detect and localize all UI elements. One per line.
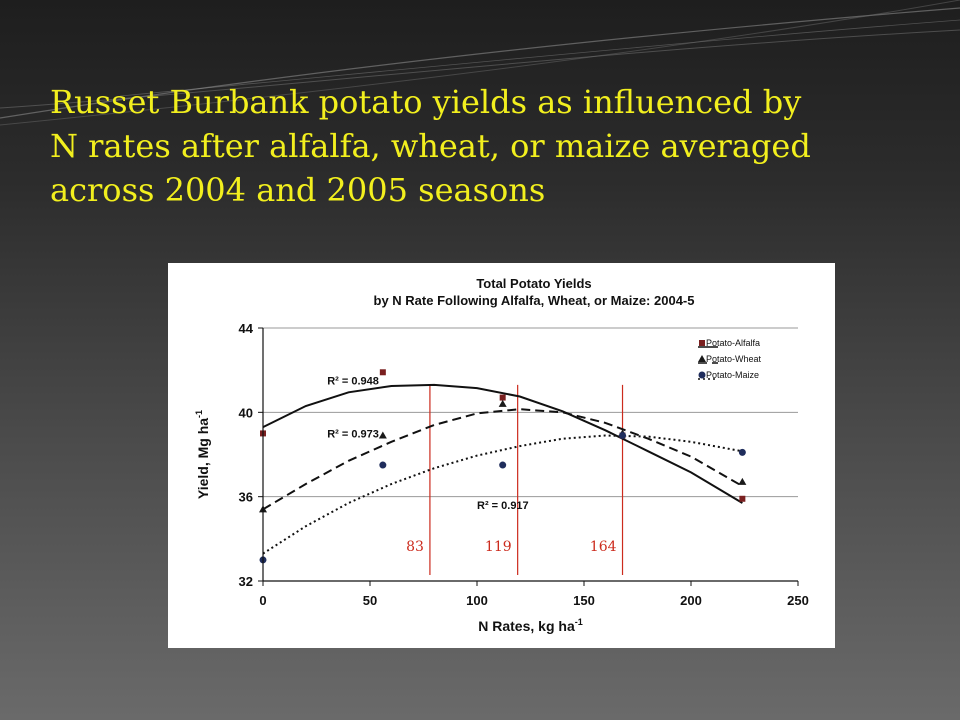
- legend-label: Potato-Wheat: [706, 354, 762, 364]
- x-tick-label: 250: [787, 593, 809, 608]
- y-axis-title: Yield, Mg ha-1: [194, 410, 211, 499]
- r-squared-label: R² = 0.973: [327, 428, 379, 440]
- slide-title-line-1: Russet Burbank potato yields as influenc…: [50, 83, 802, 121]
- y-tick-label: 36: [239, 490, 253, 505]
- data-point: [698, 355, 706, 362]
- x-tick-label: 50: [363, 593, 377, 608]
- chart-panel: Total Potato Yields by N Rate Following …: [168, 263, 835, 648]
- reference-lines: 83 119 164: [406, 384, 624, 575]
- y-tick-label: 32: [239, 574, 253, 589]
- x-tick-label: 100: [466, 593, 488, 608]
- decorative-swoosh: [0, 0, 960, 126]
- data-point: [738, 448, 746, 456]
- chart-title: Total Potato Yields: [476, 276, 591, 291]
- reference-label: 164: [590, 539, 617, 555]
- trend-line: [262, 408, 743, 511]
- data-point: [619, 432, 627, 440]
- data-point: [379, 369, 386, 376]
- trend-line: [262, 434, 743, 555]
- data-point: [499, 461, 507, 469]
- chart-subtitle: by N Rate Following Alfalfa, Wheat, or M…: [374, 293, 695, 308]
- x-tick-label: 200: [680, 593, 702, 608]
- slide-title-line-3: across 2004 and 2005 seasons: [50, 171, 546, 209]
- legend-label: Potato-Alfalfa: [706, 338, 760, 348]
- data-point: [739, 495, 746, 502]
- slide-title-line-2: N rates after alfalfa, wheat, or maize a…: [50, 127, 811, 165]
- axes: 32 36 40 44 0 50 100 150 200 250 N Rates, kg ha-1 Y…: [194, 321, 809, 634]
- reference-label: 119: [485, 539, 512, 555]
- legend: Potato-Alfalfa Potato-Wheat Potato-Maize: [694, 333, 784, 383]
- data-point: [698, 371, 706, 379]
- legend-label: Potato-Maize: [706, 370, 759, 380]
- annotations: R² = 0.948 R² = 0.973 R² = 0.917: [327, 376, 528, 512]
- r-squared-label: R² = 0.917: [477, 500, 529, 512]
- x-tick-label: 0: [259, 593, 266, 608]
- r-squared-label: R² = 0.948: [327, 376, 379, 388]
- y-tick-label: 40: [239, 405, 253, 420]
- data-point: [738, 477, 747, 485]
- x-axis-title: N Rates, kg ha-1: [478, 617, 583, 634]
- reference-label: 83: [406, 539, 424, 555]
- trend-lines: [262, 383, 743, 555]
- y-tick-label: 44: [239, 321, 254, 336]
- legend-box: [694, 333, 784, 383]
- data-point: [379, 461, 387, 469]
- yield-chart: Total Potato Yields by N Rate Following …: [194, 276, 809, 634]
- x-tick-label: 150: [573, 593, 595, 608]
- data-point: [378, 431, 387, 439]
- data-point: [699, 340, 705, 346]
- data-point: [498, 399, 507, 407]
- data-point: [499, 394, 506, 401]
- slide-title: Russet Burbank potato yields as influenc…: [50, 80, 930, 212]
- trend-line: [262, 383, 743, 504]
